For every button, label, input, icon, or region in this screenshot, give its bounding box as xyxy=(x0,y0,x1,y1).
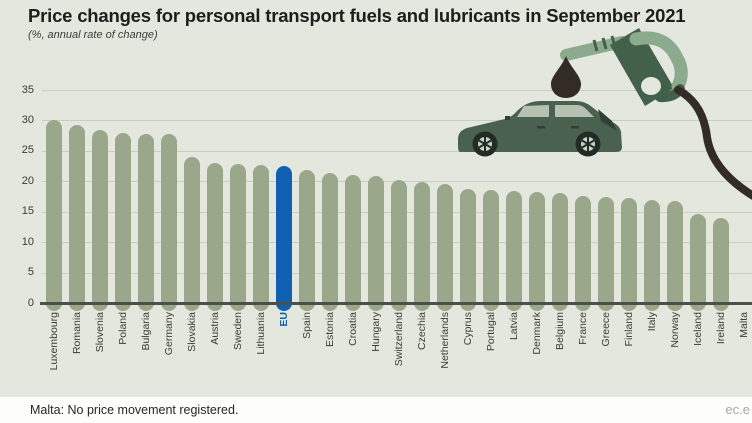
x-axis-label-portugal: Portugal xyxy=(485,312,497,352)
y-tick-label: 35 xyxy=(21,83,34,96)
bar-sweden xyxy=(230,164,246,311)
bar-ireland xyxy=(713,217,729,311)
x-axis-label-latvia: Latvia xyxy=(508,312,520,341)
bar-denmark xyxy=(529,191,545,311)
bar-luxembourg xyxy=(46,120,62,311)
bar-eu xyxy=(276,166,292,311)
bar-norway xyxy=(667,200,683,311)
bar-iceland xyxy=(690,214,706,311)
x-axis-label-spain: Spain xyxy=(301,312,313,339)
x-axis-label-cyprus: Cyprus xyxy=(462,312,474,346)
y-tick-label: 20 xyxy=(21,174,34,187)
bar-germany xyxy=(161,134,177,311)
x-axis-label-greece: Greece xyxy=(600,312,612,347)
grid-line xyxy=(42,120,752,122)
bar-poland xyxy=(115,132,131,311)
x-axis-label-lithuania: Lithuania xyxy=(255,312,267,355)
y-tick-label: 5 xyxy=(27,266,34,279)
bar-spain xyxy=(299,169,315,311)
y-tick-label: 30 xyxy=(21,113,34,126)
x-axis-label-finland: Finland xyxy=(623,312,635,347)
bar-estonia xyxy=(322,172,338,311)
bar-croatia xyxy=(345,175,361,311)
y-tick-label: 10 xyxy=(21,235,34,248)
bar-finland xyxy=(621,198,637,311)
bar-greece xyxy=(598,197,614,311)
footer-strip: Malta: No price movement registered. ec.… xyxy=(0,397,752,423)
bar-lithuania xyxy=(253,165,269,311)
x-axis-label-netherlands: Netherlands xyxy=(439,312,451,369)
bar-czechia xyxy=(414,181,430,311)
x-axis-label-ireland: Ireland xyxy=(715,312,727,345)
bar-cyprus xyxy=(460,188,476,311)
bar-italy xyxy=(644,199,660,311)
bar-romania xyxy=(69,125,85,311)
y-tick-label: 25 xyxy=(21,144,34,157)
x-axis-label-italy: Italy xyxy=(646,312,658,332)
x-axis-label-norway: Norway xyxy=(669,312,681,348)
x-axis-label-hungary: Hungary xyxy=(370,312,382,352)
x-axis-label-bulgaria: Bulgaria xyxy=(140,312,152,351)
bar-hungary xyxy=(368,176,384,311)
car-icon xyxy=(458,101,622,157)
x-axis-label-austria: Austria xyxy=(209,312,221,345)
car-front-wheel xyxy=(472,131,498,157)
x-axis-label-estonia: Estonia xyxy=(324,312,336,348)
car-rear-wheel xyxy=(575,131,601,157)
bar-portugal xyxy=(483,189,499,311)
bar-netherlands xyxy=(437,183,453,311)
y-tick-label: 0 xyxy=(27,296,34,309)
bar-bulgaria xyxy=(138,133,154,311)
chart-subtitle: (%, annual rate of change) xyxy=(28,29,158,41)
oil-drop-icon xyxy=(551,56,581,98)
x-axis-label-eu: EU xyxy=(278,312,290,327)
grid-line xyxy=(42,90,752,91)
x-axis-label-denmark: Denmark xyxy=(531,312,543,355)
x-axis-label-sweden: Sweden xyxy=(232,312,244,350)
x-axis-label-czechia: Czechia xyxy=(416,312,428,350)
x-axis-label-luxembourg: Luxembourg xyxy=(48,312,60,371)
bar-austria xyxy=(207,163,223,311)
x-axis-label-switzerland: Switzerland xyxy=(393,312,405,367)
bar-belgium xyxy=(552,192,568,311)
grid-line xyxy=(42,150,752,152)
x-axis-label-slovenia: Slovenia xyxy=(94,312,106,353)
x-axis-label-slovakia: Slovakia xyxy=(186,312,198,352)
bar-france xyxy=(575,195,591,311)
x-axis-label-france: France xyxy=(577,312,589,345)
bar-switzerland xyxy=(391,180,407,311)
x-axis-label-romania: Romania xyxy=(71,312,83,355)
chart-title: Price changes for personal transport fue… xyxy=(28,5,686,26)
y-tick-label: 15 xyxy=(21,205,34,218)
x-axis-label-belgium: Belgium xyxy=(554,312,566,350)
x-axis-label-poland: Poland xyxy=(117,312,129,345)
bar-slovenia xyxy=(92,129,108,311)
x-axis-label-malta: Malta xyxy=(738,312,750,338)
bar-latvia xyxy=(506,191,522,311)
website-text: ec.e xyxy=(725,402,750,417)
bar-slovakia xyxy=(184,156,200,311)
x-axis-label-germany: Germany xyxy=(163,312,175,356)
x-axis-label-croatia: Croatia xyxy=(347,312,359,346)
fuel-nozzle-icon xyxy=(560,28,688,106)
footer-note: Malta: No price movement registered. xyxy=(30,403,239,417)
x-axis-label-iceland: Iceland xyxy=(692,312,704,346)
x-axis-line xyxy=(40,302,752,305)
